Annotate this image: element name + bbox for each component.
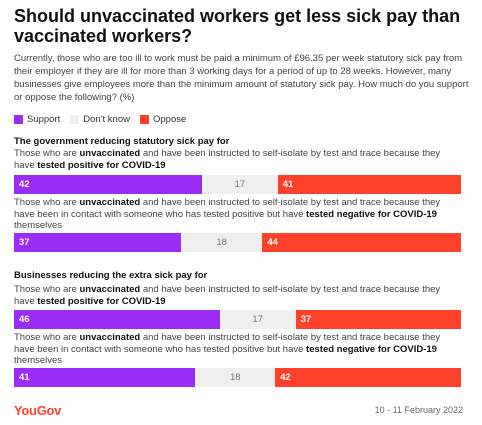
row-label: Those who are unvaccinated and have been… bbox=[14, 197, 460, 232]
row-label-text: and have been instructed to self-isolate… bbox=[14, 284, 441, 307]
row-label-emphasis: tested negative for COVID-19 bbox=[306, 343, 437, 355]
data-label: 18 bbox=[229, 372, 241, 383]
bar-segment-dont-know: 17 bbox=[219, 310, 296, 329]
legend-label-oppose: Oppose bbox=[152, 113, 187, 125]
data-label: 37 bbox=[300, 314, 312, 325]
data-label: 42 bbox=[280, 372, 291, 383]
row-label-text: Those who are bbox=[14, 332, 80, 343]
row-label-emphasis: unvaccinated bbox=[79, 332, 141, 343]
data-label: 41 bbox=[19, 372, 30, 383]
row-label-text: and have been instructed to self-isolate… bbox=[14, 197, 441, 220]
data-label: 18 bbox=[216, 237, 227, 248]
row-label-text: Those who are bbox=[14, 284, 80, 295]
row-label-text: and have been instructed to self-isolate… bbox=[14, 332, 441, 355]
row-label-emphasis: unvaccinated bbox=[79, 148, 141, 159]
row-label-text: themselves bbox=[14, 220, 63, 231]
data-label: 41 bbox=[282, 179, 294, 190]
row-label-emphasis: unvaccinated bbox=[79, 284, 141, 295]
data-label: 44 bbox=[267, 237, 278, 248]
chart-subtitle: Currently, those who are too ill to work… bbox=[14, 53, 469, 103]
row-label-text: Those who are bbox=[14, 197, 80, 208]
bar-segment-support: 46 bbox=[14, 310, 220, 329]
bar-segment-support: 37 bbox=[14, 233, 182, 252]
bar-segment-support: 41 bbox=[14, 368, 196, 387]
row-label: Those who are unvaccinated and have been… bbox=[14, 148, 460, 171]
bar-segment-support: 42 bbox=[14, 175, 202, 194]
legend-swatch-support bbox=[14, 114, 23, 124]
stacked-bar: 42 17 41 bbox=[14, 175, 461, 194]
stacked-bar: 37 18 44 bbox=[14, 233, 461, 252]
data-label: 17 bbox=[252, 314, 263, 325]
bar-segment-dont-know: 18 bbox=[181, 233, 263, 252]
row-label-emphasis: tested negative for COVID-19 bbox=[306, 208, 437, 220]
stacked-bar: 46 17 37 bbox=[14, 310, 461, 329]
data-label: 37 bbox=[19, 237, 30, 248]
legend-item-dont-know: Don't know bbox=[70, 114, 130, 125]
data-label: 42 bbox=[19, 179, 30, 190]
row-label: Those who are unvaccinated and have been… bbox=[14, 284, 460, 307]
legend-swatch-oppose bbox=[139, 114, 149, 124]
legend-swatch-dont-know bbox=[70, 114, 80, 124]
stacked-bar: 41 18 42 bbox=[14, 368, 461, 387]
legend-label-support: Support bbox=[27, 113, 61, 125]
data-label: 17 bbox=[234, 179, 246, 190]
bar-segment-dont-know: 18 bbox=[195, 368, 276, 387]
bar-segment-oppose: 37 bbox=[295, 310, 461, 329]
row-label-emphasis: tested positive for COVID-19 bbox=[37, 295, 166, 307]
row-label-text: themselves bbox=[14, 355, 63, 366]
legend-label-dont-know: Don't know bbox=[83, 113, 130, 125]
section-title: The government reducing statutory sick p… bbox=[14, 136, 230, 147]
legend: Support Don't know Oppose bbox=[14, 113, 196, 125]
chart-title: Should unvaccinated workers get less sic… bbox=[14, 6, 461, 46]
row-label: Those who are unvaccinated and have been… bbox=[14, 332, 460, 367]
legend-item-oppose: Oppose bbox=[139, 113, 187, 125]
bar-segment-oppose: 44 bbox=[262, 233, 461, 252]
data-label: 46 bbox=[19, 314, 30, 325]
yougov-logo: YouGov bbox=[14, 403, 62, 418]
row-label-text: Those who are bbox=[14, 148, 80, 159]
bar-segment-oppose: 41 bbox=[277, 175, 461, 194]
bar-segment-oppose: 42 bbox=[275, 368, 461, 387]
fieldwork-date: 10 - 11 February 2022 bbox=[374, 405, 463, 415]
legend-item-support: Support bbox=[14, 114, 60, 125]
bar-segment-dont-know: 17 bbox=[201, 175, 278, 194]
row-label-emphasis: unvaccinated bbox=[79, 197, 141, 208]
section-title: Businesses reducing the extra sick pay f… bbox=[14, 270, 208, 281]
row-label-emphasis: tested positive for COVID-19 bbox=[37, 159, 166, 171]
row-label-text: and have been instructed to self-isolate… bbox=[14, 148, 441, 171]
